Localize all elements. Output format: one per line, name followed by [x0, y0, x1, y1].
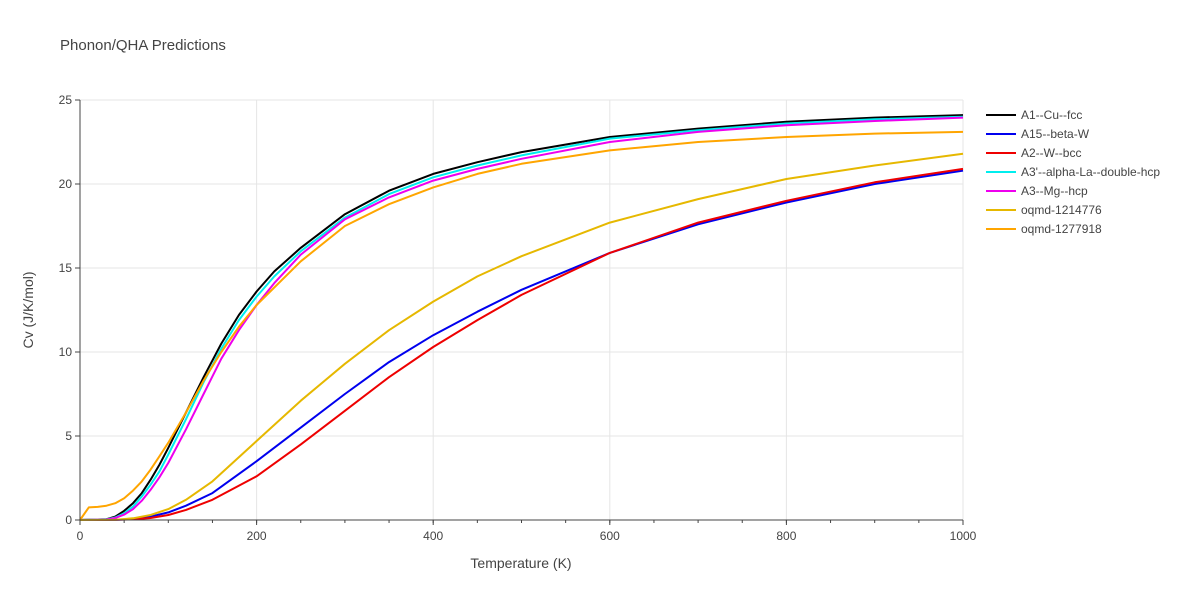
series-lines — [79, 114, 964, 521]
x-axis-title: Temperature (K) — [470, 555, 571, 571]
legend-label: A2--W--bcc — [1021, 146, 1081, 160]
y-tick-label: 15 — [59, 261, 73, 275]
legend-label: oqmd-1214776 — [1021, 203, 1102, 217]
y-axis-title: Cv (J/K/mol) — [20, 272, 36, 349]
x-tick-label: 1000 — [950, 529, 977, 543]
axes — [75, 99, 964, 525]
y-tick-label: 0 — [65, 513, 72, 527]
x-tick-label: 800 — [776, 529, 796, 543]
x-tick-label: 0 — [77, 529, 84, 543]
gridlines — [80, 99, 964, 520]
x-tick-label: 400 — [423, 529, 443, 543]
y-tick-label: 25 — [59, 93, 73, 107]
legend-label: A3'--alpha-La--double-hcp — [1021, 165, 1160, 179]
legend-item[interactable]: A2--W--bcc — [986, 146, 1081, 160]
series-line-5 — [79, 152, 964, 521]
series-line-4 — [79, 116, 964, 521]
y-tick-labels: 0 5 10 15 20 25 — [59, 93, 73, 527]
series-line-2 — [79, 167, 964, 521]
legend-item[interactable]: A15--beta-W — [986, 127, 1090, 141]
x-tick-label: 200 — [247, 529, 267, 543]
legend-label: A1--Cu--fcc — [1021, 108, 1082, 122]
legend-item[interactable]: A3--Mg--hcp — [986, 184, 1088, 198]
legend-item[interactable]: A3'--alpha-La--double-hcp — [986, 165, 1160, 179]
series-line-1 — [79, 169, 964, 521]
legend-item[interactable]: oqmd-1277918 — [986, 222, 1102, 236]
legend-label: oqmd-1277918 — [1021, 222, 1102, 236]
y-tick-label: 10 — [59, 345, 73, 359]
series-line-6 — [79, 130, 964, 521]
legend-item[interactable]: oqmd-1214776 — [986, 203, 1102, 217]
legend-label: A3--Mg--hcp — [1021, 184, 1088, 198]
x-tick-label: 600 — [600, 529, 620, 543]
legend-label: A15--beta-W — [1021, 127, 1090, 141]
x-tick-labels: 0 200 400 600 800 1000 — [77, 529, 977, 543]
y-tick-label: 20 — [59, 177, 73, 191]
series-line-3 — [79, 115, 964, 521]
legend-item[interactable]: A1--Cu--fcc — [986, 108, 1082, 122]
chart-title: Phonon/QHA Predictions — [60, 37, 226, 54]
series-line-0 — [79, 114, 964, 521]
y-tick-label: 5 — [65, 429, 72, 443]
legend[interactable]: A1--Cu--fcc A15--beta-W A2--W--bcc A3'--alp… — [986, 108, 1160, 236]
